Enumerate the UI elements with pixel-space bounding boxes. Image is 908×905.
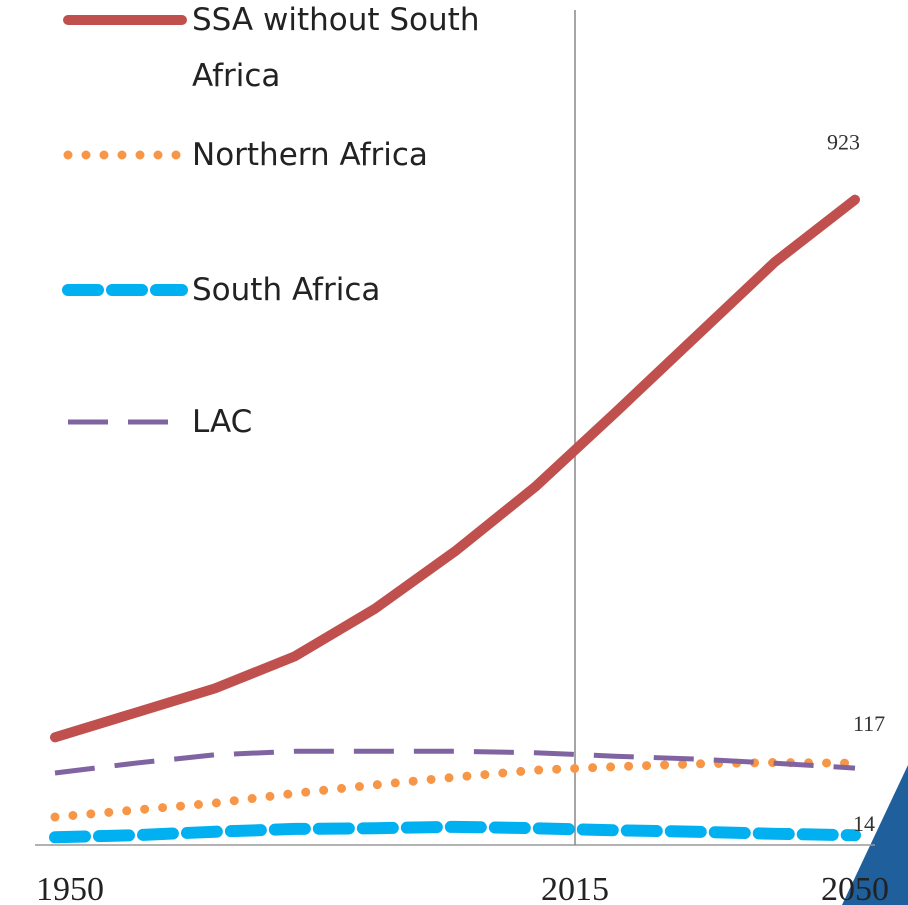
legend-label: Northern Africa xyxy=(192,137,428,173)
series-line xyxy=(49,820,861,844)
legend-label: South Africa xyxy=(192,272,381,308)
corner-decoration xyxy=(842,765,908,905)
legend-label: SSA without South Africa xyxy=(192,2,480,94)
series-line xyxy=(54,748,856,776)
legend-label: LAC xyxy=(192,404,253,440)
x-tick-label: 2050 xyxy=(821,871,889,905)
data-label: 923 xyxy=(827,130,860,155)
series-line xyxy=(50,194,860,743)
x-tick-label: 1950 xyxy=(36,871,104,905)
series-line xyxy=(50,757,860,822)
x-tick-label: 2015 xyxy=(541,871,609,905)
data-label: 117 xyxy=(853,711,885,736)
data-label: 14 xyxy=(853,811,875,836)
